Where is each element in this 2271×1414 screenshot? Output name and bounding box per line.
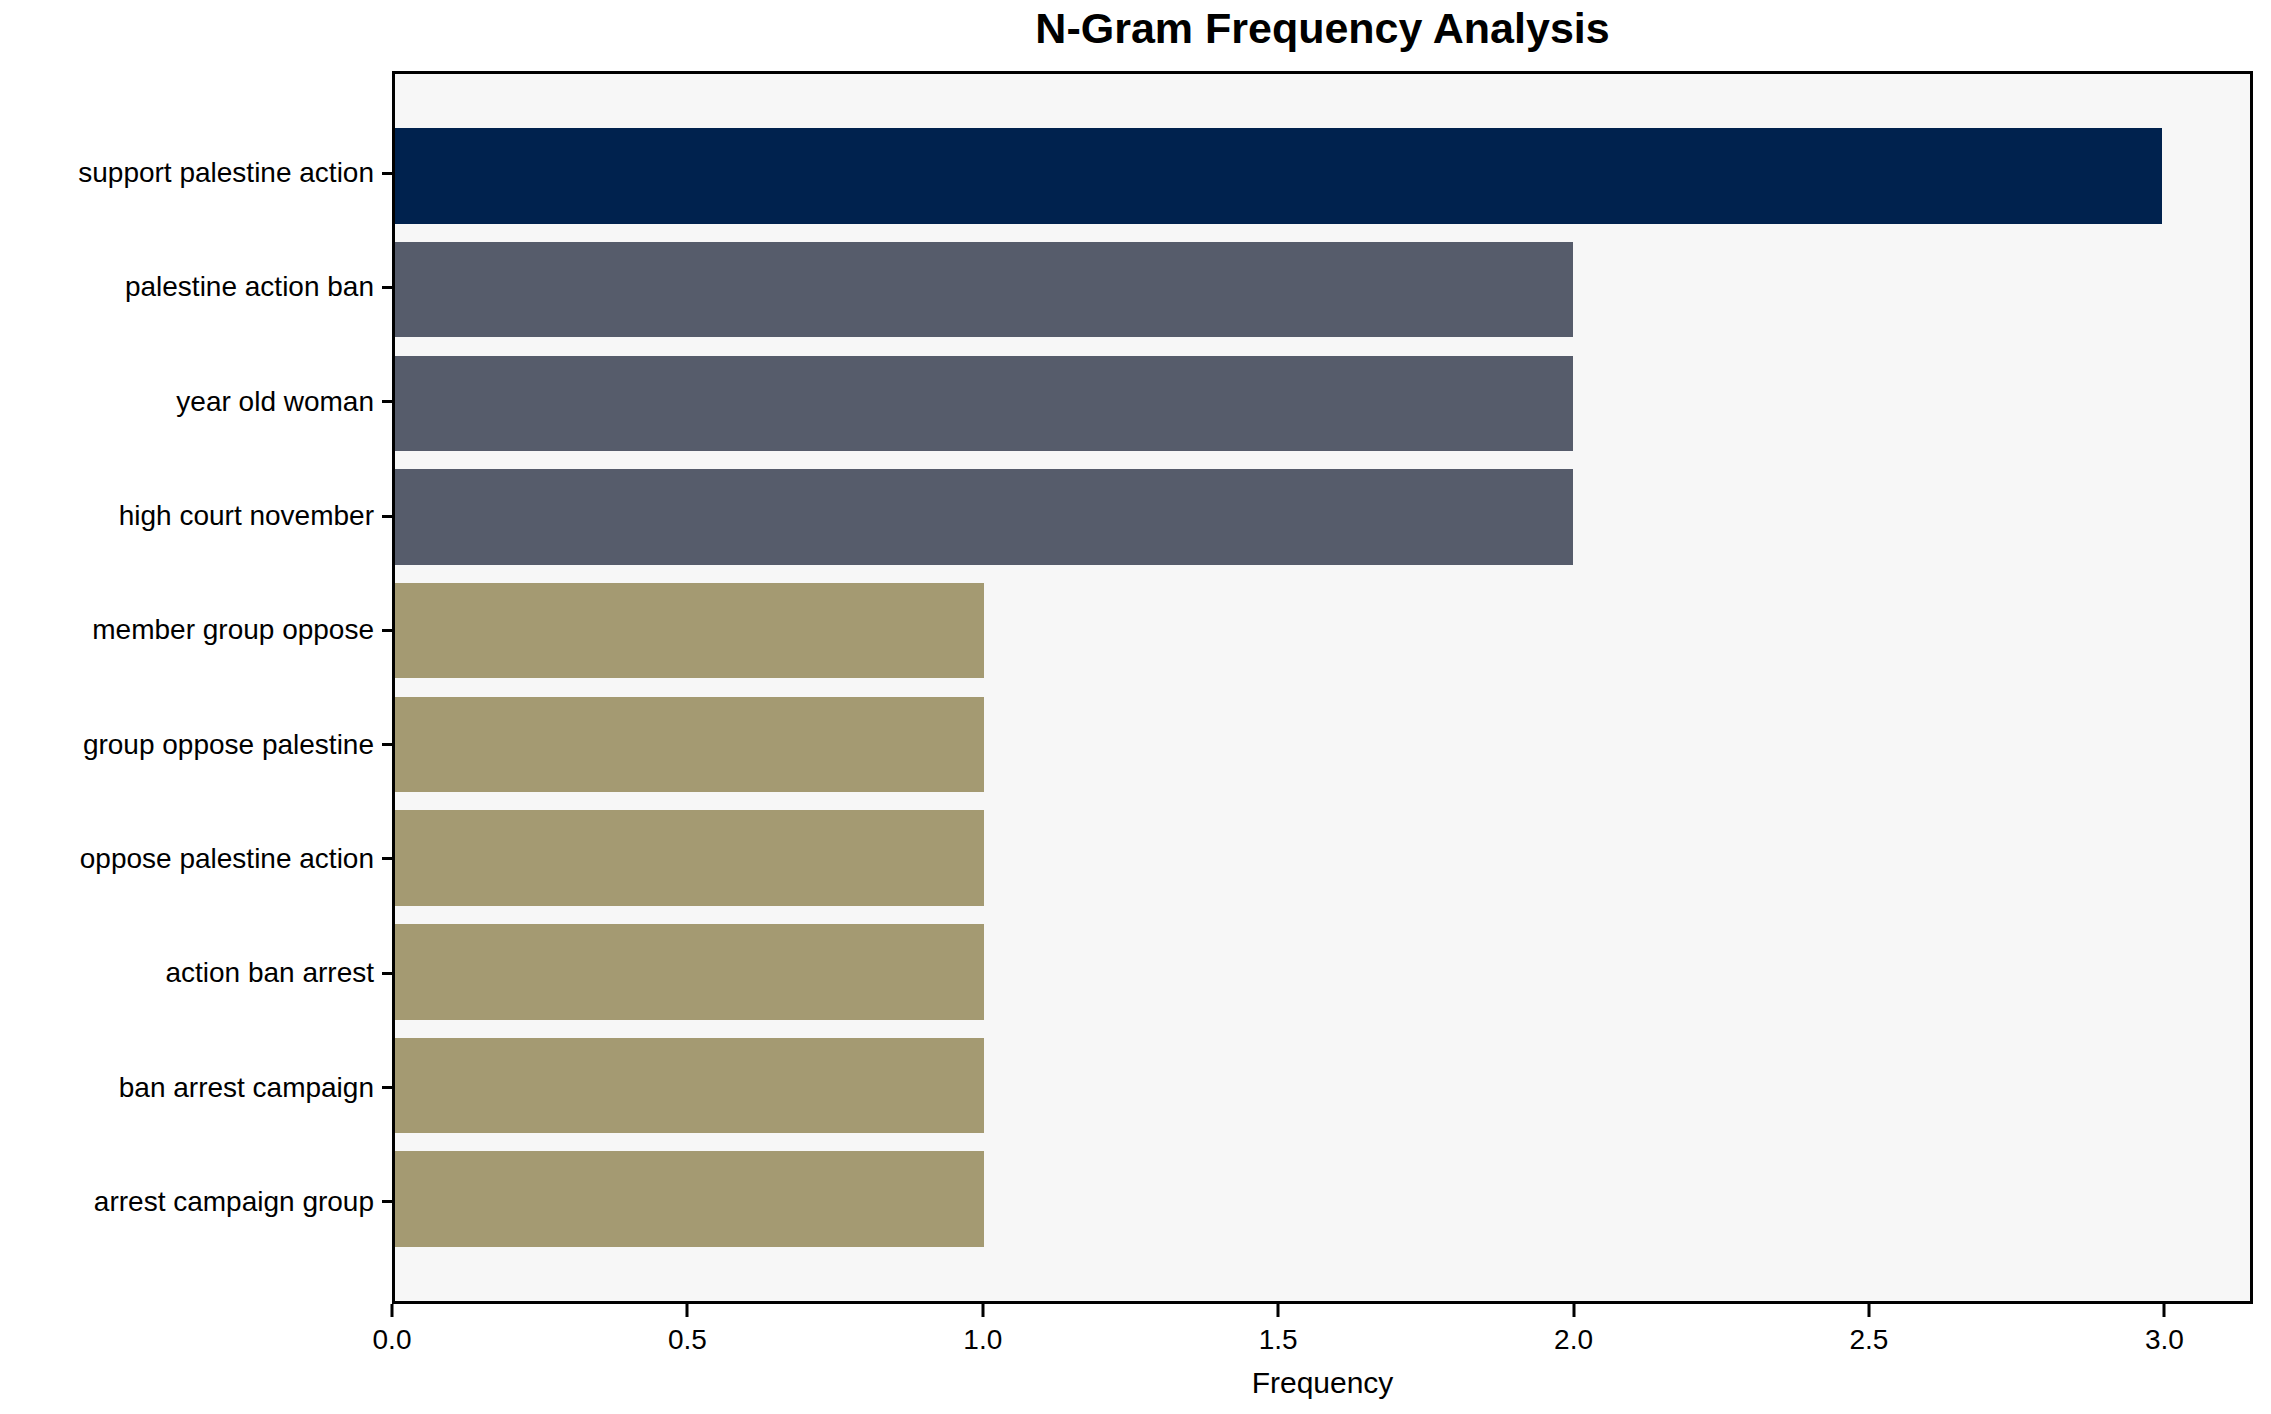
y-tick-mark <box>382 172 392 175</box>
bar-row <box>395 688 2250 802</box>
bar <box>395 1151 984 1247</box>
y-label-row: action ban arrest <box>0 916 392 1030</box>
bar-row <box>395 119 2250 233</box>
bar <box>395 924 984 1020</box>
x-tick-label: 2.0 <box>1554 1324 1593 1356</box>
y-tick-label: group oppose palestine <box>83 729 374 761</box>
x-tick-label: 1.5 <box>1259 1324 1298 1356</box>
x-tick-label: 0.5 <box>668 1324 707 1356</box>
y-tick-label: support palestine action <box>78 157 374 189</box>
bar <box>395 356 1573 452</box>
bar-row <box>395 460 2250 574</box>
y-label-row: year old woman <box>0 345 392 459</box>
y-label-row: palestine action ban <box>0 230 392 344</box>
bar-row <box>395 1029 2250 1143</box>
y-label-row: arrest campaign group <box>0 1145 392 1259</box>
x-tick-mark <box>1867 1304 1870 1317</box>
x-tick-mark <box>1572 1304 1575 1317</box>
y-tick-label: action ban arrest <box>165 957 374 989</box>
bar-row <box>395 801 2250 915</box>
y-tick-label: arrest campaign group <box>94 1186 374 1218</box>
bar <box>395 810 984 906</box>
x-tick-mark <box>981 1304 984 1317</box>
chart-title: N-Gram Frequency Analysis <box>392 4 2253 53</box>
bar <box>395 583 984 679</box>
x-tick-mark <box>2163 1304 2166 1317</box>
x-tick-mark <box>686 1304 689 1317</box>
y-label-row: oppose palestine action <box>0 802 392 916</box>
y-tick-label: ban arrest campaign <box>119 1072 374 1104</box>
x-tick-mark <box>1277 1304 1280 1317</box>
y-tick-label: high court november <box>119 500 374 532</box>
bar-row <box>395 233 2250 347</box>
y-tick-mark <box>382 286 392 289</box>
x-tick-label: 2.5 <box>1850 1324 1889 1356</box>
y-axis-labels: support palestine action palestine action… <box>0 71 392 1304</box>
bar-row <box>395 1142 2250 1256</box>
figure: N-Gram Frequency Analysis support palest… <box>0 0 2271 1414</box>
y-tick-label: member group oppose <box>92 614 374 646</box>
y-label-row: ban arrest campaign <box>0 1030 392 1144</box>
x-tick-label: 3.0 <box>2145 1324 2184 1356</box>
y-tick-label: year old woman <box>176 386 374 418</box>
y-tick-mark <box>382 1200 392 1203</box>
y-tick-mark <box>382 857 392 860</box>
y-tick-mark <box>382 515 392 518</box>
y-label-row: group oppose palestine <box>0 687 392 801</box>
bar-row <box>395 574 2250 688</box>
y-label-row: high court november <box>0 459 392 573</box>
x-tick-label: 0.0 <box>373 1324 412 1356</box>
x-axis-title: Frequency <box>392 1366 2253 1400</box>
bar <box>395 128 2162 224</box>
y-tick-mark <box>382 972 392 975</box>
bar <box>395 697 984 793</box>
bar <box>395 469 1573 565</box>
y-label-row: member group oppose <box>0 573 392 687</box>
y-label-row: support palestine action <box>0 116 392 230</box>
y-tick-mark <box>382 400 392 403</box>
bar <box>395 242 1573 338</box>
y-tick-mark <box>382 629 392 632</box>
y-tick-mark <box>382 1086 392 1089</box>
y-tick-mark <box>382 743 392 746</box>
x-tick-label: 1.0 <box>963 1324 1002 1356</box>
bar <box>395 1038 984 1134</box>
bar-row <box>395 346 2250 460</box>
bars-container <box>395 74 2250 1301</box>
x-tick-mark <box>391 1304 394 1317</box>
y-tick-label: oppose palestine action <box>80 843 374 875</box>
y-tick-label: palestine action ban <box>125 271 374 303</box>
plot-area <box>392 71 2253 1304</box>
bar-row <box>395 915 2250 1029</box>
